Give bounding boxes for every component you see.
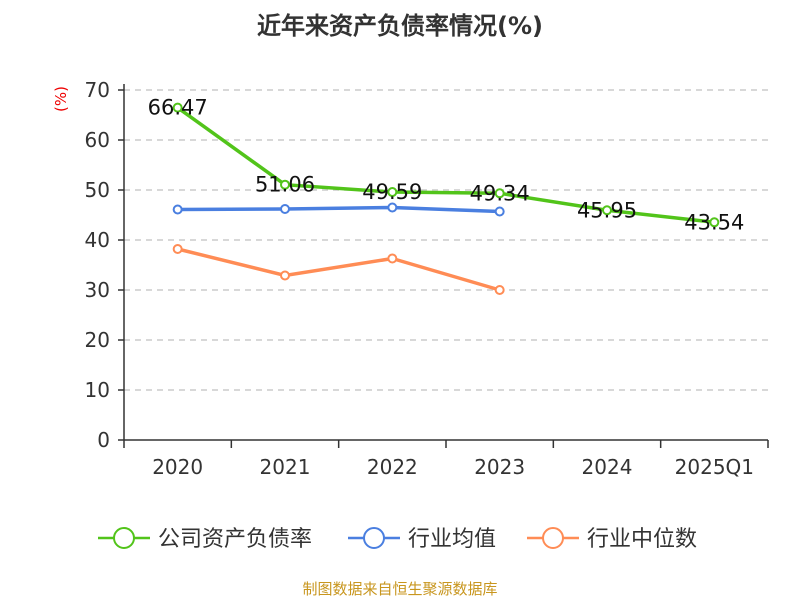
- legend-label: 行业中位数: [587, 527, 697, 552]
- data-point: [172, 244, 183, 254]
- data-point: [494, 285, 505, 295]
- data-label: 51.06: [255, 173, 315, 197]
- legend-marker: [542, 527, 564, 549]
- data-point: [494, 206, 505, 217]
- source-note: 制图数据来自恒生聚源数据库: [302, 580, 498, 598]
- legend-label: 公司资产负债率: [158, 527, 312, 552]
- data-point: [494, 188, 505, 199]
- data-point: [172, 204, 183, 215]
- x-tick-label: 2022: [367, 455, 418, 479]
- series-line-0: [176, 106, 715, 225]
- data-point: [387, 253, 398, 264]
- chart-title: 近年来资产负债率情况(%): [257, 12, 543, 40]
- y-tick-label: 10: [85, 378, 110, 402]
- legend-marker: [113, 527, 135, 549]
- legend-label: 行业均值: [408, 527, 496, 552]
- data-label: 43.54: [684, 210, 744, 234]
- data-point: [709, 217, 720, 228]
- data-point: [387, 202, 398, 213]
- y-tick-label: 40: [85, 228, 110, 252]
- data-point: [387, 187, 398, 198]
- data-point: [280, 204, 290, 214]
- y-tick-label: 50: [85, 178, 110, 202]
- y-tick-label: 30: [85, 278, 110, 302]
- data-point: [280, 270, 290, 281]
- data-point: [602, 205, 612, 216]
- data-point: [280, 179, 290, 190]
- x-tick-label: 2023: [474, 455, 525, 479]
- series-line-2: [177, 247, 501, 292]
- y-tick-label: 20: [85, 328, 110, 352]
- data-label: 49.59: [362, 180, 422, 204]
- x-tick-label: 2021: [260, 455, 311, 479]
- y-tick-label: 0: [97, 428, 110, 452]
- legend-marker: [363, 527, 385, 549]
- data-label: 49.34: [470, 181, 530, 205]
- x-tick-label: 2024: [582, 455, 633, 479]
- data-label: 45.95: [577, 198, 637, 222]
- y-tick-label: 60: [85, 128, 110, 152]
- data-point: [172, 102, 183, 113]
- y-tick-label: 70: [85, 78, 110, 102]
- data-label: 66.47: [148, 96, 208, 120]
- x-tick-label: 2025Q1: [675, 455, 754, 479]
- x-tick-label: 2020: [152, 455, 203, 479]
- series-line-1: [177, 205, 500, 214]
